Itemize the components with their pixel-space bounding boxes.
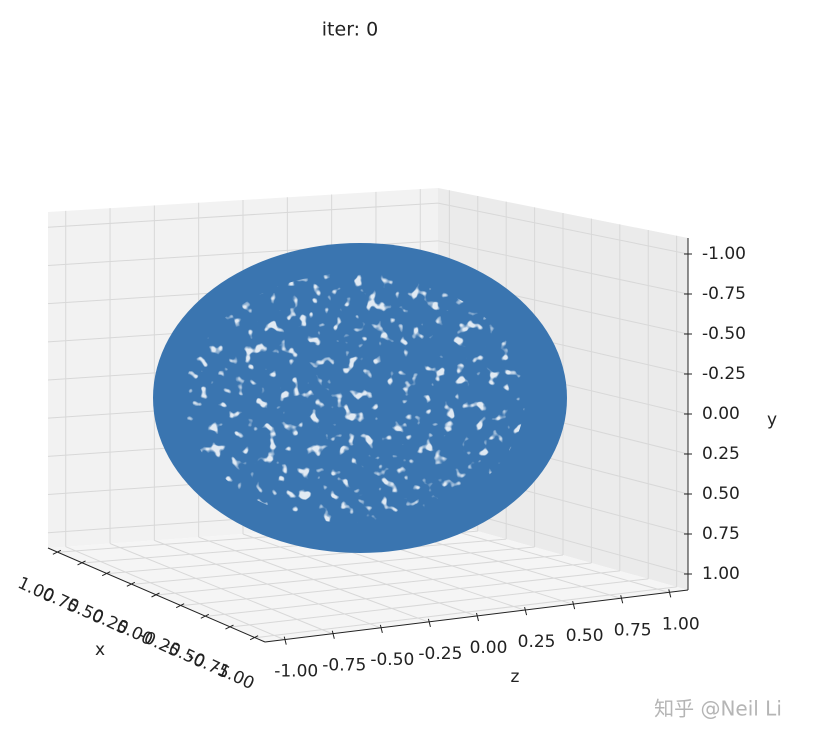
- axis-line: [47, 547, 266, 643]
- z-tick-label: -0.25: [418, 644, 462, 664]
- y-tick-label: -0.75: [702, 284, 746, 304]
- z-axis-label: z: [511, 667, 520, 687]
- y-tick-label: 0.75: [702, 524, 740, 544]
- x-axis-label: x: [95, 640, 105, 660]
- chart-title: iter: 0: [322, 19, 378, 41]
- axis-line: [264, 589, 689, 643]
- grid-line: [131, 546, 535, 585]
- tick-mark: [476, 612, 479, 622]
- z-tick-label: 1.00: [662, 614, 700, 634]
- grid-line: [156, 554, 564, 596]
- y-axis-label: y: [767, 410, 777, 430]
- grid-line: [181, 562, 592, 607]
- tick-mark: [668, 589, 672, 598]
- tick-mark: [620, 595, 624, 604]
- z-tick-label: 0.25: [518, 632, 556, 652]
- y-tick-label: 0.00: [702, 404, 740, 424]
- z-tick-label: 0.00: [470, 638, 508, 658]
- y-tick-label: -0.50: [702, 324, 746, 344]
- tick-mark: [427, 618, 431, 628]
- x-tick-label: -1.00: [209, 657, 257, 694]
- tick-mark: [379, 624, 383, 633]
- z-tick-label: -0.50: [370, 650, 414, 670]
- grid-line: [230, 578, 649, 628]
- grid-line: [205, 570, 620, 617]
- y-tick-label: 0.50: [702, 484, 740, 504]
- z-tick-label: 0.75: [614, 620, 652, 640]
- tick-mark: [524, 606, 528, 616]
- watermark: 知乎 @Neil Li: [654, 697, 782, 721]
- y-tick-label: 1.00: [702, 564, 740, 584]
- floor-pane: [48, 520, 688, 642]
- y-tick-label: -0.25: [702, 364, 746, 384]
- z-tick-label: 0.50: [566, 626, 604, 646]
- tick-mark: [283, 636, 287, 645]
- grid-line: [107, 538, 507, 575]
- tick-mark: [572, 601, 576, 610]
- point-cloud: [153, 243, 567, 553]
- grid-line: [255, 586, 677, 639]
- y-tick-label: -1.00: [702, 244, 746, 264]
- tick-mark: [331, 630, 335, 639]
- z-tick-label: -0.75: [322, 656, 366, 676]
- y-tick-label: 0.25: [702, 444, 740, 464]
- point-gaps: [185, 273, 525, 523]
- z-tick-label: -1.00: [274, 662, 318, 682]
